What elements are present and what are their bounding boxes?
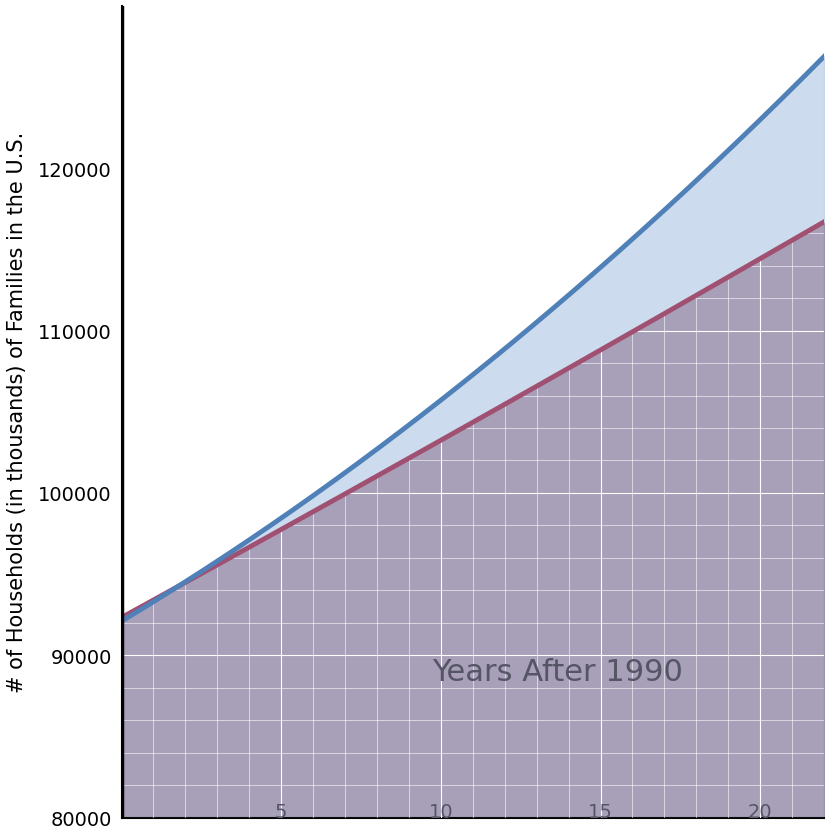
Text: Years After 1990: Years After 1990 (431, 657, 682, 686)
Y-axis label: # of Households (in thousands) of Families in the U.S.: # of Households (in thousands) of Famili… (7, 132, 27, 692)
